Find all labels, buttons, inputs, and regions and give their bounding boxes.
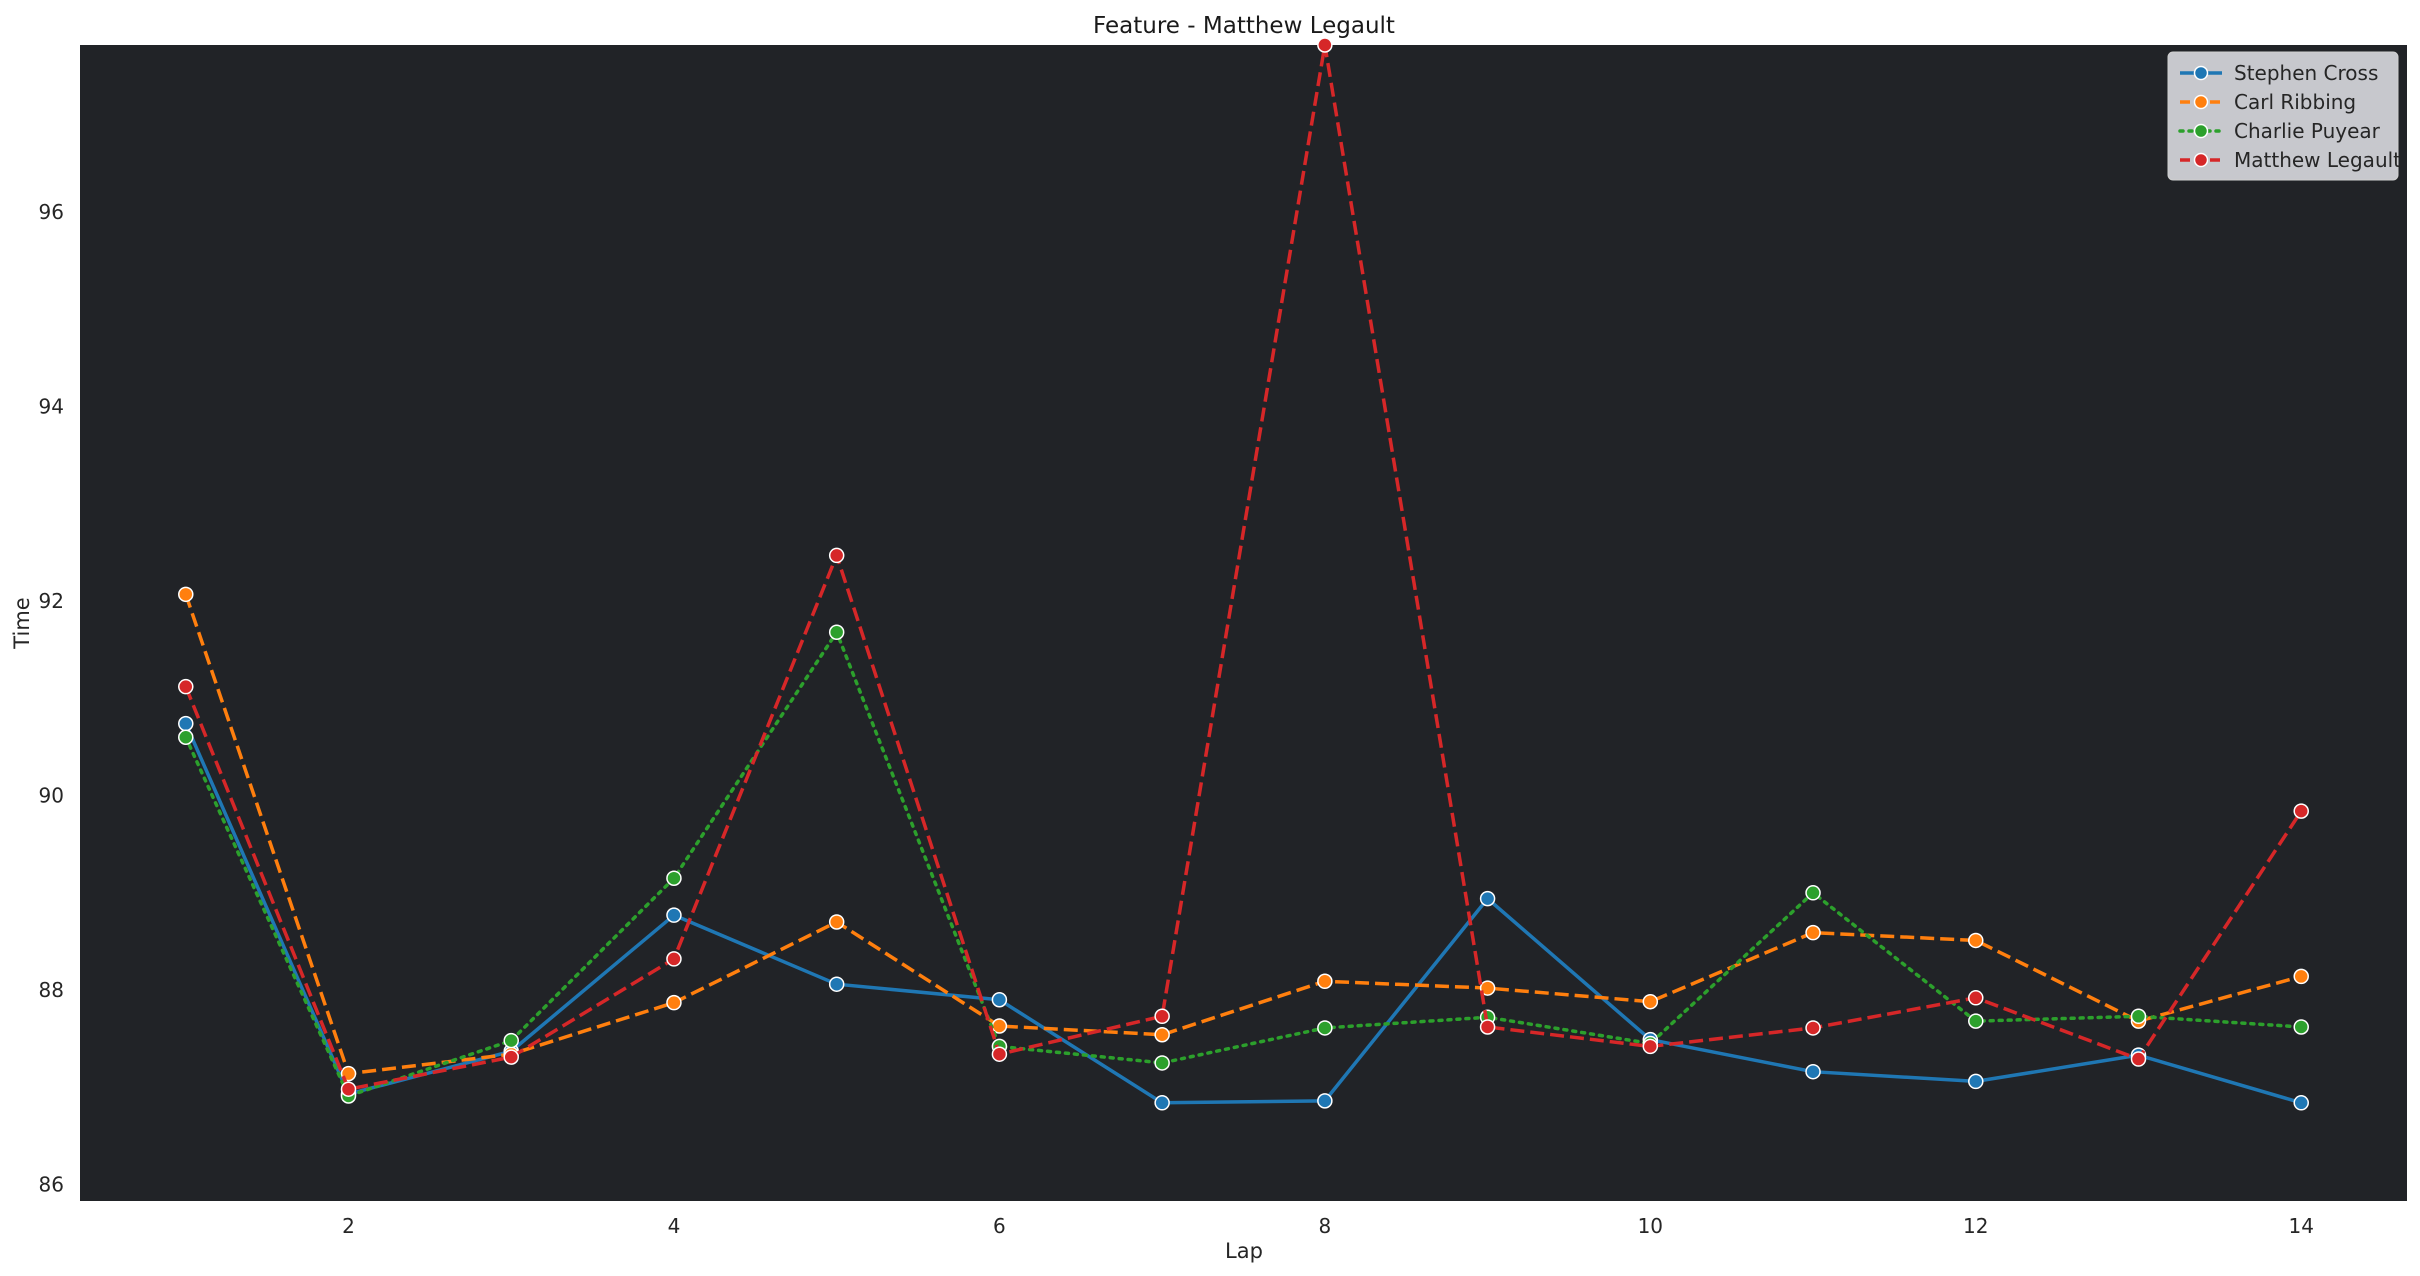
data-point (666, 907, 682, 923)
data-point (828, 547, 845, 564)
series-charlie-puyear (178, 624, 2309, 1104)
x-tick-label: 10 (1638, 1214, 1663, 1238)
legend-item: Charlie Puyear (2178, 119, 2381, 143)
data-point (178, 678, 194, 695)
data-point (1479, 980, 1496, 996)
legend-marker (2193, 65, 2209, 81)
legend-marker (2193, 123, 2209, 139)
series-line (184, 630, 2303, 1098)
data-point (828, 914, 845, 930)
data-point (2130, 1051, 2147, 1067)
data-point (1805, 885, 1821, 901)
legend: Stephen Cross Carl Ribbing Charlie Puyear M… (2167, 51, 2401, 181)
data-point (178, 586, 194, 603)
data-point (1642, 993, 1659, 1010)
data-point (666, 951, 682, 967)
data-point (1805, 1063, 1821, 1080)
legend-label: Stephen Cross (2234, 61, 2378, 85)
y-axis: 86 88 90 92 94 96 (39, 200, 64, 1196)
y-tick-label: 86 (39, 1172, 64, 1196)
data-point (178, 715, 194, 732)
legend-item: Matthew Legault (2180, 148, 2401, 172)
data-point (2130, 1008, 2147, 1025)
data-point (2293, 1095, 2309, 1111)
data-point (991, 991, 1008, 1008)
data-point (991, 1018, 1008, 1034)
x-tick-label: 8 (1318, 1214, 1331, 1238)
legend-label: Carl Ribbing (2234, 90, 2356, 114)
x-axis-label: Lap (1225, 1239, 1263, 1263)
data-point (1805, 1020, 1821, 1036)
data-point (1154, 1095, 1170, 1111)
series-matthew-legault (178, 37, 2309, 1097)
data-point (1154, 1055, 1170, 1071)
legend-item: Carl Ribbing (2180, 90, 2356, 114)
y-tick-label: 94 (39, 395, 64, 419)
series-line (184, 593, 2302, 1076)
series-line (184, 722, 2302, 1105)
data-point (340, 1081, 357, 1097)
data-point (178, 729, 194, 745)
data-point (1317, 1020, 1333, 1036)
data-point (1317, 1093, 1333, 1109)
y-tick-label: 88 (39, 978, 64, 1002)
x-axis: 2 4 6 8 10 12 14 (342, 1214, 2314, 1238)
x-tick-label: 4 (668, 1214, 681, 1238)
x-tick-label: 2 (342, 1214, 355, 1238)
legend-box (2167, 51, 2399, 181)
data-point (1317, 973, 1333, 990)
y-axis-label: Time (10, 597, 34, 649)
data-point (2293, 1019, 2309, 1035)
series-line (184, 43, 2303, 1091)
legend-label: Matthew Legault (2234, 148, 2401, 172)
data-point (1968, 990, 1984, 1006)
legend-label: Charlie Puyear (2234, 119, 2381, 143)
data-point (828, 976, 845, 992)
data-point (666, 994, 682, 1011)
x-tick-label: 14 (2289, 1214, 2314, 1238)
data-point (1642, 1038, 1659, 1055)
plot-area (80, 45, 2407, 1201)
data-point (666, 870, 682, 886)
series-layer (178, 37, 2309, 1111)
x-tick-label: 6 (993, 1214, 1006, 1238)
data-point (503, 1032, 519, 1049)
data-point (2293, 968, 2309, 985)
legend-marker (2193, 152, 2209, 168)
data-point (1317, 37, 1333, 53)
data-point (503, 1049, 519, 1065)
x-tick-label: 12 (1963, 1214, 1988, 1238)
data-point (1968, 1013, 1984, 1029)
data-point (991, 1046, 1008, 1062)
data-point (1154, 1026, 1170, 1043)
data-point (828, 624, 845, 640)
y-tick-label: 96 (39, 200, 64, 224)
data-point (2293, 803, 2309, 819)
data-point (1805, 924, 1821, 941)
data-point (1479, 890, 1496, 907)
legend-marker (2193, 94, 2209, 110)
data-point (1968, 1073, 1984, 1090)
y-tick-label: 92 (39, 589, 64, 613)
data-point (1968, 932, 1984, 949)
y-tick-label: 90 (39, 784, 64, 808)
data-point (1479, 1019, 1496, 1035)
chart-title: Feature - Matthew Legault (1093, 13, 1395, 39)
legend-item: Stephen Cross (2180, 61, 2378, 85)
data-point (1154, 1008, 1170, 1025)
